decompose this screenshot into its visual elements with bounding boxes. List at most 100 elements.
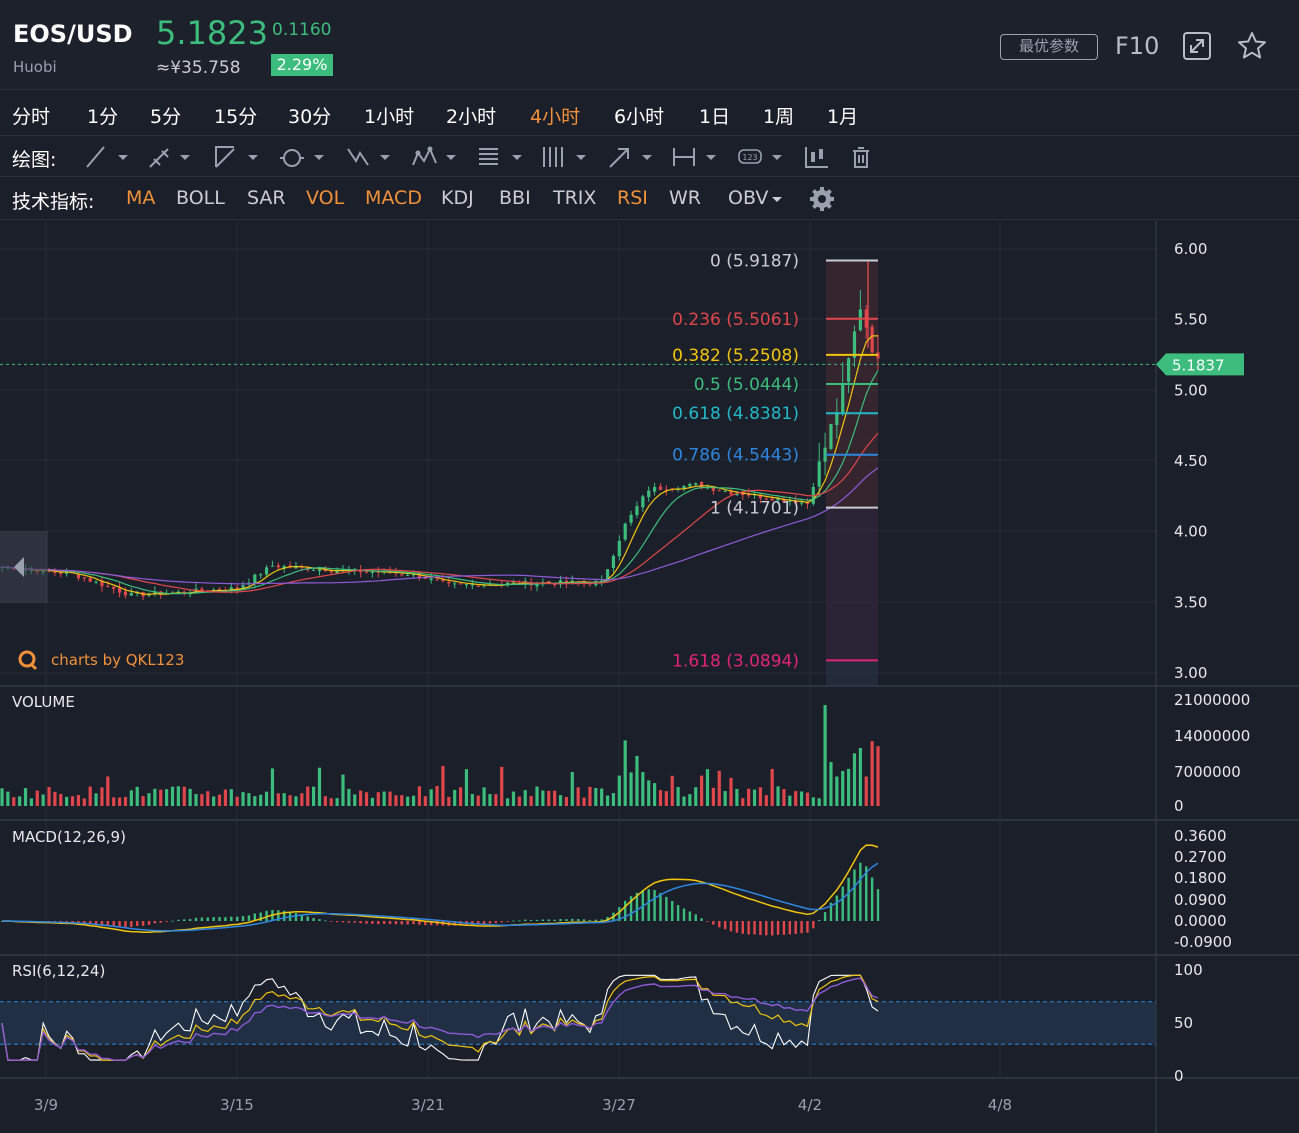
macd-histogram-bar: [165, 921, 168, 922]
candle-tool-icon[interactable]: [802, 143, 832, 171]
candle-body: [688, 483, 692, 487]
date-tick-label: 3/15: [220, 1096, 254, 1114]
tf-1d[interactable]: 1日: [699, 106, 731, 128]
macd-histogram-bar: [529, 920, 533, 921]
macd-tick-label: 0.1800: [1174, 869, 1227, 887]
macd-histogram-bar: [388, 921, 392, 925]
volume-bar: [47, 787, 51, 806]
volume-bar: [170, 786, 175, 806]
macd-histogram-bar: [294, 913, 298, 921]
macd-histogram-bar: [183, 919, 186, 921]
fib-level-label: 0 (5.9187): [710, 251, 799, 271]
volume-bar: [335, 798, 339, 806]
obv-chevron-down-icon[interactable]: [770, 195, 784, 205]
macd-histogram-bar: [147, 921, 151, 925]
volume-bar: [100, 787, 104, 806]
fib-value: (4.1701): [726, 499, 799, 519]
indicator-kdj[interactable]: KDJ: [441, 187, 474, 209]
volume-bar: [106, 776, 110, 806]
star-icon[interactable]: [1236, 30, 1268, 62]
angle-tool-icon[interactable]: [212, 143, 262, 171]
indicator-wr[interactable]: WR: [669, 187, 701, 209]
pattern-tool-icon[interactable]: [410, 143, 460, 171]
indicator-macd[interactable]: MACD: [365, 187, 422, 209]
macd-histogram-bar: [876, 889, 880, 921]
indicator-obv[interactable]: OBV: [728, 187, 769, 209]
volume-bar: [700, 775, 704, 806]
measure-tool-icon[interactable]: [670, 143, 720, 171]
tf-fenshi[interactable]: 分时: [12, 106, 51, 128]
volume-bar: [611, 793, 616, 806]
fibonacci-tool-icon[interactable]: [476, 143, 526, 171]
macd-histogram-bar: [618, 907, 621, 921]
macd-histogram-bar: [606, 916, 609, 921]
price-chart-svg[interactable]: 0 (5.9187)0.236 (5.5061)0.382 (5.2508)0.…: [0, 221, 1299, 1133]
volume-bar: [88, 786, 92, 806]
chart-area[interactable]: 0 (5.9187) 0.236 (5.5061) 0.382 (5.2508) 0.…: [0, 221, 1299, 1133]
tf-2h[interactable]: 2小时: [446, 106, 497, 128]
volume-bar: [29, 798, 33, 806]
indicator-vol[interactable]: VOL: [306, 187, 345, 209]
optimal-params-button[interactable]: 最优参数: [1000, 34, 1098, 60]
tf-1mo[interactable]: 1月: [827, 106, 859, 128]
tf-15m[interactable]: 15分: [214, 106, 258, 128]
indicator-bar: 技术指标: MA BOLL SAR VOL MACD KDJ BBI TRIX …: [0, 178, 1299, 220]
volume-tick-label: 14000000: [1174, 727, 1250, 745]
tf-6h[interactable]: 6小时: [614, 106, 665, 128]
volume-bar: [782, 789, 786, 806]
label-tool-icon[interactable]: 123: [736, 143, 786, 171]
macd-histogram-bar: [559, 919, 562, 921]
moving-average-line-10: [1, 370, 879, 595]
macd-histogram-bar: [353, 921, 356, 923]
candle-body: [300, 566, 304, 568]
volume-bar: [264, 791, 269, 806]
fib-level-label: 0.786 (4.5443): [672, 446, 799, 466]
trash-icon[interactable]: [848, 143, 874, 171]
tf-4h[interactable]: 4小时: [530, 106, 581, 128]
volume-bar: [517, 796, 521, 806]
candle-body: [364, 571, 369, 573]
tf-1m[interactable]: 1分: [87, 106, 119, 128]
indicator-ma[interactable]: MA: [126, 187, 156, 209]
candle-body: [229, 587, 233, 591]
pair-title: EOS/USD: [13, 20, 133, 48]
fib-ratio: 1: [710, 499, 726, 519]
candle-body: [400, 574, 404, 576]
candle-body: [176, 591, 180, 593]
rsi-tick-label: 100: [1174, 961, 1203, 979]
volume-bar: [200, 794, 204, 806]
pencil-tool-icon[interactable]: [146, 143, 194, 171]
macd-histogram-bar: [341, 921, 345, 923]
volume-bar: [641, 772, 645, 806]
tf-1h[interactable]: 1小时: [364, 106, 415, 128]
arrow-tool-icon[interactable]: [606, 143, 656, 171]
circle-tool-icon[interactable]: [278, 143, 328, 171]
candle-body: [65, 572, 69, 574]
macd-histogram-bar: [412, 921, 415, 925]
macd-histogram-bar: [688, 911, 692, 921]
gear-icon[interactable]: [808, 185, 836, 213]
tf-5m[interactable]: 5分: [150, 106, 182, 128]
tf-30m[interactable]: 30分: [288, 106, 332, 128]
f10-button[interactable]: F10: [1115, 32, 1160, 60]
line-tool-icon[interactable]: [84, 143, 132, 171]
indicator-sar[interactable]: SAR: [247, 187, 286, 209]
candle-body: [470, 584, 474, 586]
indicator-boll[interactable]: BOLL: [176, 187, 225, 209]
macd-histogram-bar: [747, 921, 750, 935]
indicator-trix[interactable]: TRIX: [553, 187, 597, 209]
tf-1w[interactable]: 1周: [763, 106, 795, 128]
volume-bar: [576, 787, 580, 806]
volume-bar: [300, 793, 304, 806]
volume-bar: [553, 790, 557, 806]
indicator-bbi[interactable]: BBI: [499, 187, 531, 209]
indicator-rsi[interactable]: RSI: [617, 187, 648, 209]
candle-body: [835, 411, 839, 425]
fullscreen-icon[interactable]: [1181, 30, 1213, 62]
macd-dea-line: [2, 862, 879, 932]
gann-tool-icon[interactable]: [540, 143, 590, 171]
volume-bar: [729, 777, 733, 806]
volume-bar: [541, 790, 545, 806]
zigzag-tool-icon[interactable]: [344, 143, 394, 171]
macd-histogram-bar: [829, 902, 833, 921]
